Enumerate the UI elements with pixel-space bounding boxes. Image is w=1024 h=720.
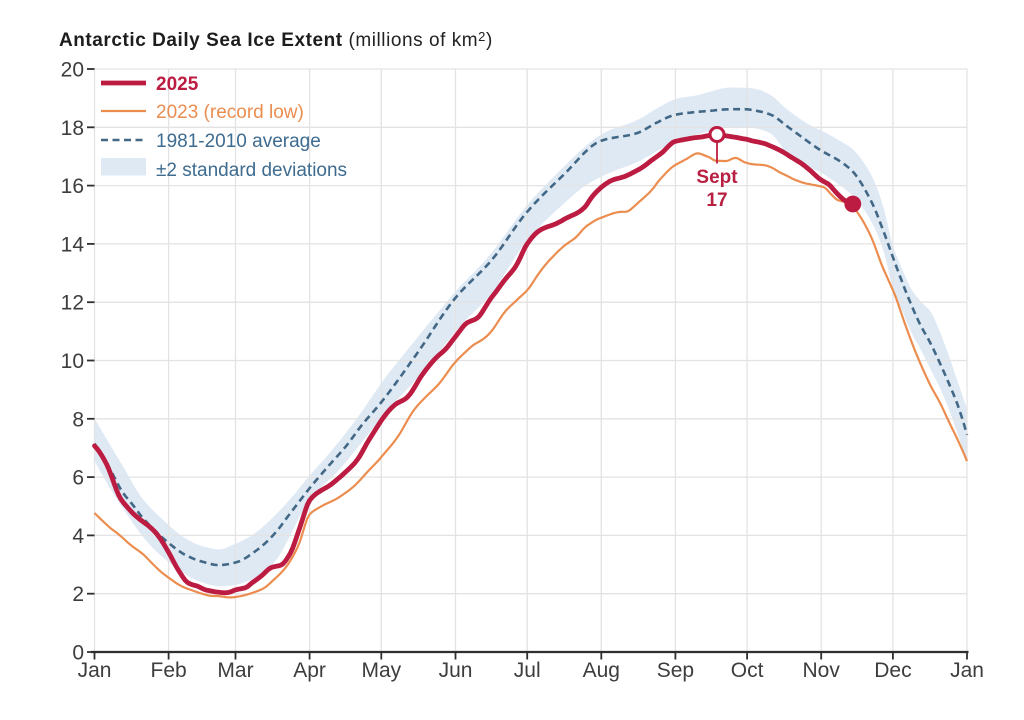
svg-text:May: May: [361, 659, 401, 682]
svg-text:6: 6: [72, 467, 84, 490]
svg-text:4: 4: [72, 525, 84, 548]
svg-text:0: 0: [72, 642, 84, 665]
svg-text:1981-2010 average: 1981-2010 average: [156, 131, 321, 152]
svg-text:12: 12: [61, 292, 84, 315]
svg-text:Apr: Apr: [293, 659, 326, 682]
svg-text:Sep: Sep: [657, 659, 694, 682]
svg-text:Aug: Aug: [583, 659, 620, 682]
svg-text:Sept: Sept: [696, 167, 738, 188]
svg-text:16: 16: [61, 175, 84, 198]
svg-text:Mar: Mar: [217, 659, 253, 682]
svg-text:10: 10: [61, 350, 84, 373]
svg-text:17: 17: [706, 190, 727, 211]
svg-text:Feb: Feb: [151, 659, 187, 682]
svg-text:20: 20: [61, 59, 84, 82]
svg-text:2023 (record low): 2023 (record low): [156, 102, 304, 123]
svg-text:Nov: Nov: [803, 659, 841, 682]
svg-text:Antarctic Daily Sea Ice Extent: Antarctic Daily Sea Ice Extent (millions…: [59, 29, 493, 51]
svg-text:Dec: Dec: [874, 659, 911, 682]
svg-text:8: 8: [72, 408, 84, 431]
svg-text:±2 standard deviations: ±2 standard deviations: [156, 160, 347, 181]
svg-text:Jan: Jan: [78, 659, 112, 682]
svg-text:Jul: Jul: [514, 659, 541, 682]
svg-text:18: 18: [61, 117, 84, 140]
svg-text:Oct: Oct: [731, 659, 764, 682]
svg-text:2: 2: [72, 583, 84, 606]
svg-text:2025: 2025: [156, 74, 199, 95]
svg-text:Jan: Jan: [950, 659, 984, 682]
svg-text:14: 14: [61, 233, 85, 256]
svg-text:Jun: Jun: [439, 659, 473, 682]
